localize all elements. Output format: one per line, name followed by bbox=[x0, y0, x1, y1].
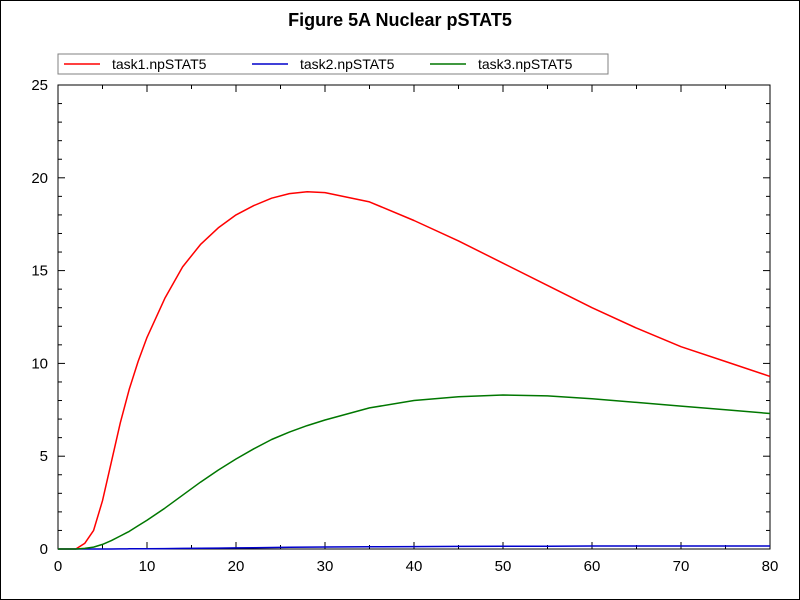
chart-title: Figure 5A Nuclear pSTAT5 bbox=[288, 10, 512, 30]
y-tick-label: 20 bbox=[31, 170, 48, 187]
series-line-task3-npstat5 bbox=[58, 394, 771, 550]
y-tick-label: 25 bbox=[31, 77, 48, 94]
x-tick-label: 40 bbox=[406, 558, 423, 575]
x-tick-label: 60 bbox=[584, 558, 601, 575]
y-tick-label: 0 bbox=[40, 541, 48, 558]
x-tick-label: 50 bbox=[495, 558, 512, 575]
plot-area bbox=[57, 84, 771, 550]
y-tick-label: 15 bbox=[31, 263, 48, 280]
x-tick-label: 20 bbox=[228, 558, 245, 575]
x-tick-label: 10 bbox=[139, 558, 156, 575]
legend-label: task1.npSTAT5 bbox=[112, 56, 207, 72]
y-tick-label: 5 bbox=[40, 448, 48, 465]
x-tick-label: 0 bbox=[54, 558, 62, 575]
axis-ticks: 0 10 20 30 40 50 60 70 80 0 5 10 15 20 25 bbox=[31, 77, 778, 575]
legend-label: task2.npSTAT5 bbox=[300, 56, 395, 72]
legend-label: task3.npSTAT5 bbox=[478, 56, 573, 72]
y-tick-label: 10 bbox=[31, 355, 48, 372]
legend-box bbox=[57, 53, 609, 75]
series-line-task2-npstat5 bbox=[58, 545, 770, 550]
series-lines bbox=[58, 190, 771, 550]
x-tick-label: 80 bbox=[762, 558, 779, 575]
series-line-task1-npstat5 bbox=[58, 190, 771, 550]
x-tick-label: 30 bbox=[317, 558, 334, 575]
x-tick-label: 70 bbox=[673, 558, 690, 575]
legend: task1.npSTAT5 task2.npSTAT5 task3.npSTAT5 bbox=[57, 53, 609, 75]
